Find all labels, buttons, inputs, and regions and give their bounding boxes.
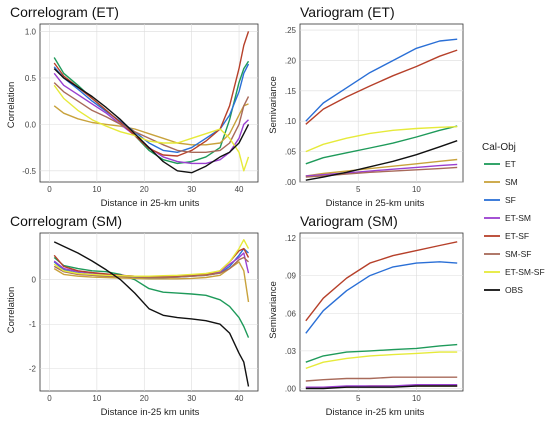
x-axis-label: Distance in 25-km units xyxy=(326,198,425,209)
x-axis-label: Distance in-25 km units xyxy=(326,407,425,418)
series-line-obs xyxy=(53,68,250,174)
x-tick-label: 10 xyxy=(92,185,101,194)
x-tick-label: 0 xyxy=(47,185,52,194)
x-tick-label: 5 xyxy=(356,185,361,194)
y-tick-label: .00 xyxy=(285,178,297,187)
series-line-sm-sf xyxy=(53,82,250,154)
series-line-obs xyxy=(305,140,458,181)
panel-variogram-et: Variogram (ET) Distance in 25-km units S… xyxy=(268,4,464,209)
panel-title: Variogram (SM) xyxy=(300,213,398,229)
legend-label-sm: SM xyxy=(505,177,518,187)
series-line-et-sf xyxy=(305,241,458,322)
series-line-et-sm xyxy=(305,163,458,177)
series-line-et-sm xyxy=(53,72,249,165)
legend-label-et-sf: ET-SF xyxy=(505,231,529,241)
legend-label-et-sm: ET-SM xyxy=(505,213,531,223)
x-axis-label: Distance in-25 km units xyxy=(101,407,200,418)
series-line-et xyxy=(305,343,458,363)
y-tick-label: .25 xyxy=(285,26,297,35)
series-line-sf xyxy=(305,261,458,334)
series-line-sm-sf xyxy=(305,376,458,382)
series-line-sf xyxy=(53,63,250,154)
series-line-sm xyxy=(53,103,249,146)
x-tick-label: 20 xyxy=(140,394,149,403)
series-line-et-sm-sf xyxy=(305,126,458,153)
x-tick-label: 0 xyxy=(47,394,52,403)
y-axis-label: Correlation xyxy=(6,82,17,128)
series-line-et-sm-sf xyxy=(305,351,458,370)
y-tick-label: -1 xyxy=(29,320,37,329)
x-tick-label: 30 xyxy=(187,394,196,403)
x-tick-label: 40 xyxy=(235,185,244,194)
plot-area xyxy=(299,232,464,392)
y-tick-label: 0.0 xyxy=(25,120,37,129)
series-line-et xyxy=(53,256,250,338)
series-line-sm-sf xyxy=(53,256,249,279)
y-tick-label: .15 xyxy=(285,87,297,96)
series-line-sm xyxy=(305,158,458,177)
legend-label-sm-sf: SM-SF xyxy=(505,249,531,259)
panel-title: Correlogram (ET) xyxy=(10,4,119,20)
x-axis-label: Distance in 25-km units xyxy=(101,198,200,209)
x-tick-label: 40 xyxy=(235,394,244,403)
y-tick-label: .05 xyxy=(285,148,297,157)
x-tick-label: 5 xyxy=(356,394,361,403)
panel-title: Correlogram (SM) xyxy=(10,213,122,229)
y-tick-label: .20 xyxy=(285,56,297,65)
y-tick-label: 0.5 xyxy=(25,74,37,83)
series-line-sf xyxy=(305,38,458,122)
x-tick-label: 10 xyxy=(92,394,101,403)
plot-area xyxy=(39,232,259,392)
legend-label-et: ET xyxy=(505,159,516,169)
y-axis-label: Correlation xyxy=(6,287,17,333)
series-line-et-sf xyxy=(53,31,250,157)
panel-correlogram-et: Correlogram (ET) Distance in 25-km units… xyxy=(6,4,259,209)
series-line-et-sm-sf xyxy=(53,84,250,172)
y-tick-label: .03 xyxy=(285,347,297,356)
plot-area xyxy=(39,23,259,183)
legend-title: Cal-Obj xyxy=(482,142,516,153)
y-tick-label: 0 xyxy=(32,276,37,285)
legend-label-et-sm-sf: ET-SM-SF xyxy=(505,267,545,277)
y-tick-label: .12 xyxy=(285,234,297,243)
panel-correlogram-sm: Correlogram (SM) Distance in-25 km units… xyxy=(6,213,259,418)
legend-label-sf: SF xyxy=(505,195,516,205)
y-tick-label: .06 xyxy=(285,309,297,318)
y-tick-label: .10 xyxy=(285,117,297,126)
legend-label-obs: OBS xyxy=(505,285,523,295)
panel-variogram-sm: Variogram (SM) Distance in-25 km units S… xyxy=(268,213,464,418)
y-tick-label: 1.0 xyxy=(25,27,37,36)
legend: Cal-Obj ET SM SF ET-SM ET-SF SM-SF ET-SM-SF OBS xyxy=(482,142,545,295)
x-tick-label: 20 xyxy=(140,185,149,194)
y-tick-label: .09 xyxy=(285,272,297,281)
panel-title: Variogram (ET) xyxy=(300,4,395,20)
series-line-et-sm xyxy=(305,384,458,388)
series-line-et-sm-sf xyxy=(53,238,250,277)
x-tick-label: 10 xyxy=(412,185,421,194)
plot-area xyxy=(299,23,464,183)
y-tick-label: -0.5 xyxy=(22,167,36,176)
x-tick-label: 10 xyxy=(412,394,421,403)
y-axis-label: Semivariance xyxy=(268,76,279,134)
series-line-et xyxy=(305,125,458,165)
series-line-obs xyxy=(53,241,250,387)
y-tick-label: .00 xyxy=(285,384,297,393)
series-line-obs xyxy=(305,385,458,390)
y-tick-label: -2 xyxy=(29,365,37,374)
y-axis-label: Semivariance xyxy=(268,281,279,339)
series-line-et-sf xyxy=(305,49,458,125)
x-tick-label: 30 xyxy=(187,185,196,194)
